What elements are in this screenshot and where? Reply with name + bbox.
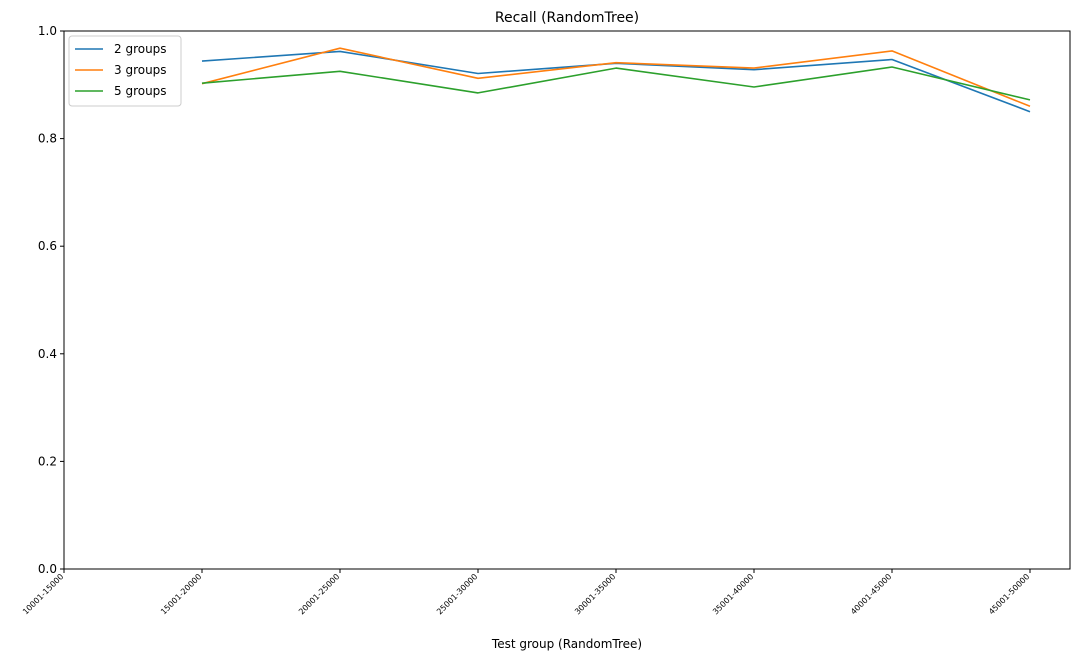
- x-tick-label: 25001-30000: [435, 572, 479, 616]
- y-tick-label: 0.8: [38, 132, 57, 146]
- series-lines: [201, 47, 1031, 113]
- y-axis: 0.0 0.2 0.4 0.6 0.8 1.0: [38, 24, 64, 576]
- x-tick-label: 10001-15000: [21, 572, 65, 616]
- x-tick-label: 35001-40000: [711, 572, 755, 616]
- legend-label: 5 groups: [114, 84, 167, 98]
- x-tick-label: 15001-20000: [159, 572, 203, 616]
- legend-label: 2 groups: [114, 42, 167, 56]
- y-tick-label: 0.4: [38, 347, 57, 361]
- x-axis-label: Test group (RandomTree): [491, 637, 642, 651]
- plot-frame: [63, 30, 1071, 570]
- x-tick-label: 30001-35000: [573, 572, 617, 616]
- chart-title: Recall (RandomTree): [495, 10, 639, 26]
- series-line-2-groups: [201, 50, 1031, 113]
- legend: 2 groups 3 groups 5 groups: [68, 35, 182, 107]
- series-line-5-groups: [201, 66, 1031, 101]
- legend-label: 3 groups: [114, 63, 167, 77]
- y-tick-label: 0.6: [38, 239, 57, 253]
- series-line-3-groups: [201, 47, 1031, 108]
- x-tick-label: 40001-45000: [849, 572, 893, 616]
- y-tick-label: 1.0: [38, 24, 57, 38]
- y-tick-label: 0.0: [38, 562, 57, 576]
- x-axis: 10001-15000 15001-20000 20001-25000 25001-3…: [21, 569, 1031, 616]
- legend-box: [68, 35, 182, 107]
- y-tick-label: 0.2: [38, 454, 57, 468]
- x-tick-label: 20001-25000: [297, 572, 341, 616]
- x-tick-label: 45001-50000: [987, 572, 1031, 616]
